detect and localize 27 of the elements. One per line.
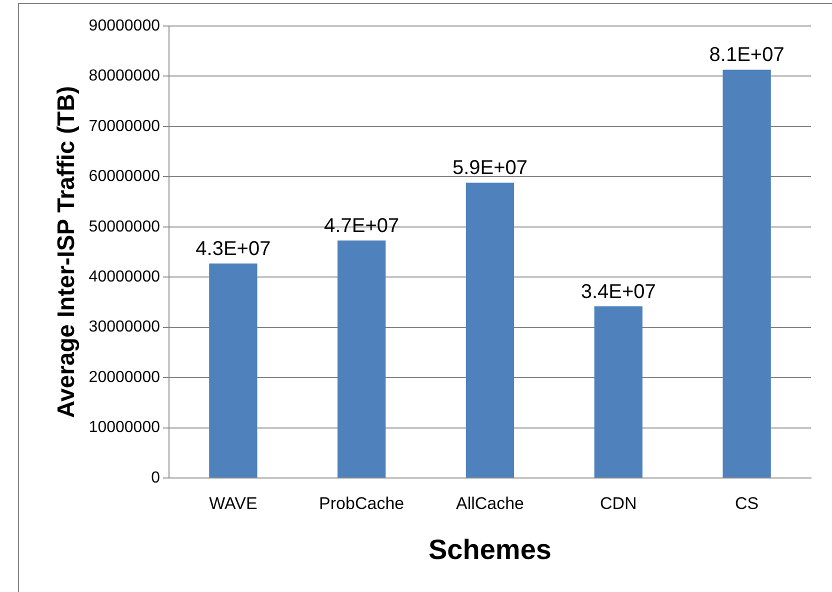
bar — [594, 306, 642, 478]
data-label: 4.3E+07 — [196, 238, 271, 260]
x-tick-label: ProbCache — [319, 494, 404, 513]
data-label: 5.9E+07 — [452, 157, 528, 180]
bar — [209, 264, 258, 478]
data-label: 4.7E+07 — [324, 214, 400, 237]
x-tick-label: WAVE — [209, 494, 258, 513]
x-tick-label: AllCache — [456, 494, 524, 513]
y-tick-label: 60000000 — [88, 168, 160, 186]
y-tick-label: 30000000 — [88, 318, 160, 336]
x-axis-title: Schemes — [428, 534, 552, 565]
y-axis-title: Average Inter-ISP Traffic (TB) — [53, 86, 80, 418]
y-tick-label: 50000000 — [88, 218, 160, 236]
bar — [338, 240, 386, 478]
y-tick-label: 70000000 — [88, 118, 160, 135]
y-tick-label: 20000000 — [88, 368, 160, 386]
x-tick-label: CS — [734, 494, 759, 513]
y-tick-label: 0 — [151, 469, 160, 486]
y-tick-label: 90000000 — [88, 17, 160, 34]
bar — [722, 70, 771, 478]
y-tick-label: 40000000 — [88, 268, 160, 286]
y-tick-label: 10000000 — [88, 419, 160, 436]
y-tick-label: 80000000 — [88, 68, 160, 85]
bar — [466, 182, 514, 478]
x-tick-label: CDN — [600, 494, 637, 513]
data-label: 8.1E+07 — [709, 44, 784, 66]
data-label: 3.4E+07 — [580, 280, 656, 303]
